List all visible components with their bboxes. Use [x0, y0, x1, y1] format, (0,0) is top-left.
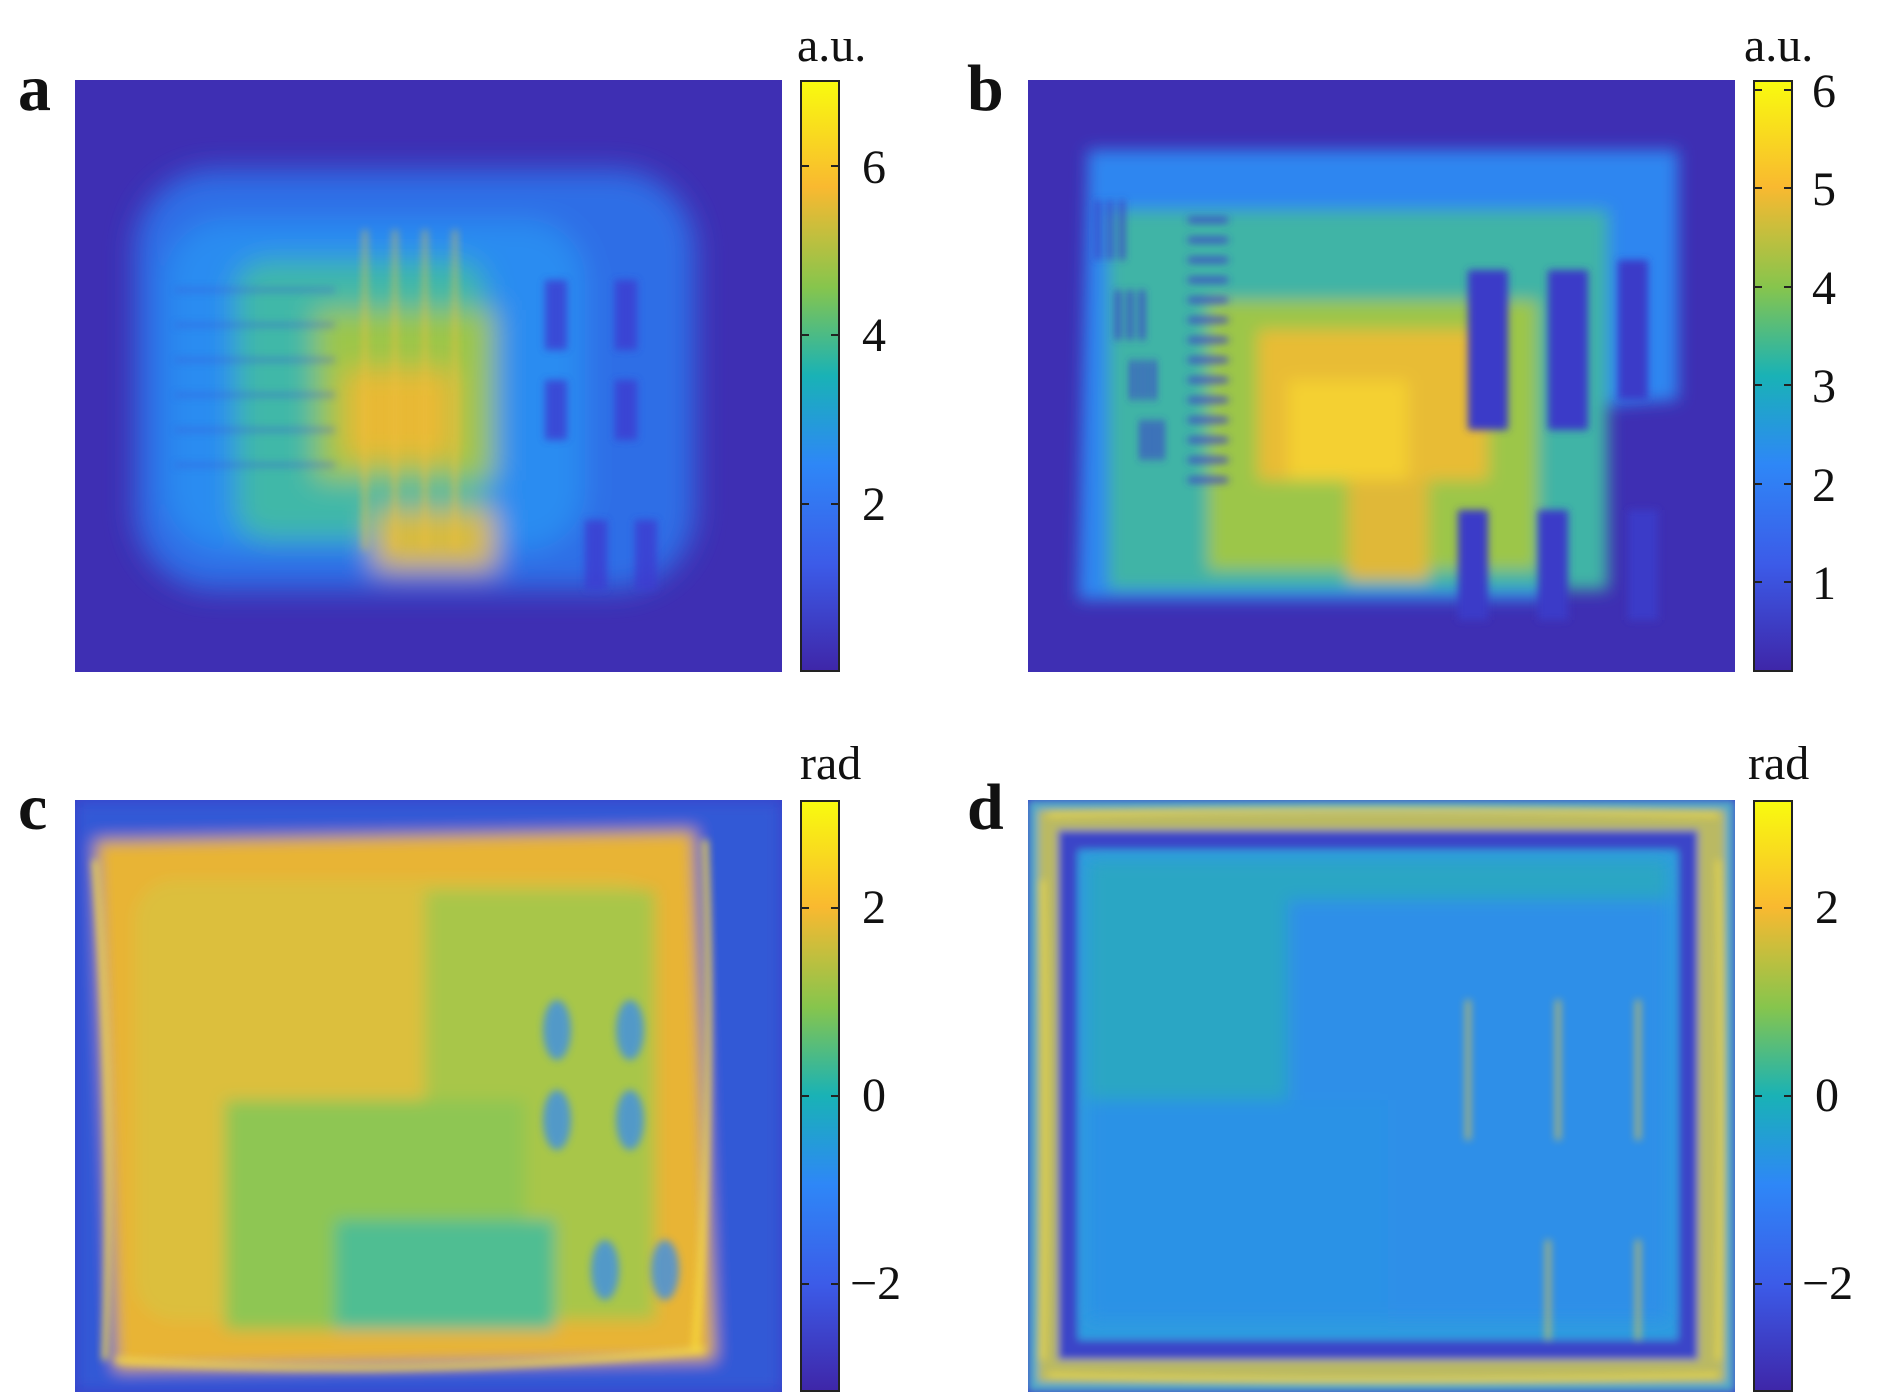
colorbar-unit-label: rad [1748, 737, 1810, 790]
amplitude-image-a [75, 80, 782, 672]
panel-c: c [0, 697, 945, 1394]
colorbar-tick-label: 2 [1815, 881, 1839, 934]
colorbar-unit-label: a.u. [1744, 19, 1814, 72]
colorbar-tick-label: 2 [1812, 459, 1836, 512]
phase-image-c [75, 800, 782, 1392]
colorbar-tick-label: 6 [1812, 65, 1836, 118]
colorbar-tick-label: 3 [1812, 360, 1836, 413]
phase-image-d [1028, 800, 1735, 1392]
amplitude-image-b [1028, 80, 1735, 672]
panel-letter: a [18, 52, 51, 125]
colorbar-tick-label: 1 [1812, 557, 1836, 610]
colorbar-tick-label: 0 [1815, 1069, 1839, 1122]
colorbar-tick-label: −2 [850, 1257, 902, 1310]
colorbar-d [1753, 800, 1793, 1392]
colorbar-tick-label: 2 [862, 881, 886, 934]
colorbar-tick-label: −2 [1802, 1257, 1854, 1310]
colorbar-tick-label: 0 [862, 1069, 886, 1122]
colorbar-b [1753, 80, 1793, 672]
colorbar-unit-label: rad [800, 737, 862, 790]
colorbar-tick-label: 4 [1812, 262, 1836, 315]
panel-letter: b [967, 52, 1004, 125]
colorbar-tick-label: 2 [862, 478, 886, 531]
colorbar-tick-label: 4 [862, 309, 886, 362]
colorbar-tick-label: 5 [1812, 163, 1836, 216]
colorbar-unit-label: a.u. [797, 19, 867, 72]
panel-letter: c [18, 771, 48, 844]
colorbar-a [800, 80, 840, 672]
panel-d: d [945, 697, 1890, 1394]
panel-a: a [0, 0, 945, 697]
panel-letter: d [967, 771, 1004, 844]
colorbar-c [800, 800, 840, 1392]
colorbar-tick-label: 6 [862, 141, 886, 194]
panel-b: b [945, 0, 1890, 697]
